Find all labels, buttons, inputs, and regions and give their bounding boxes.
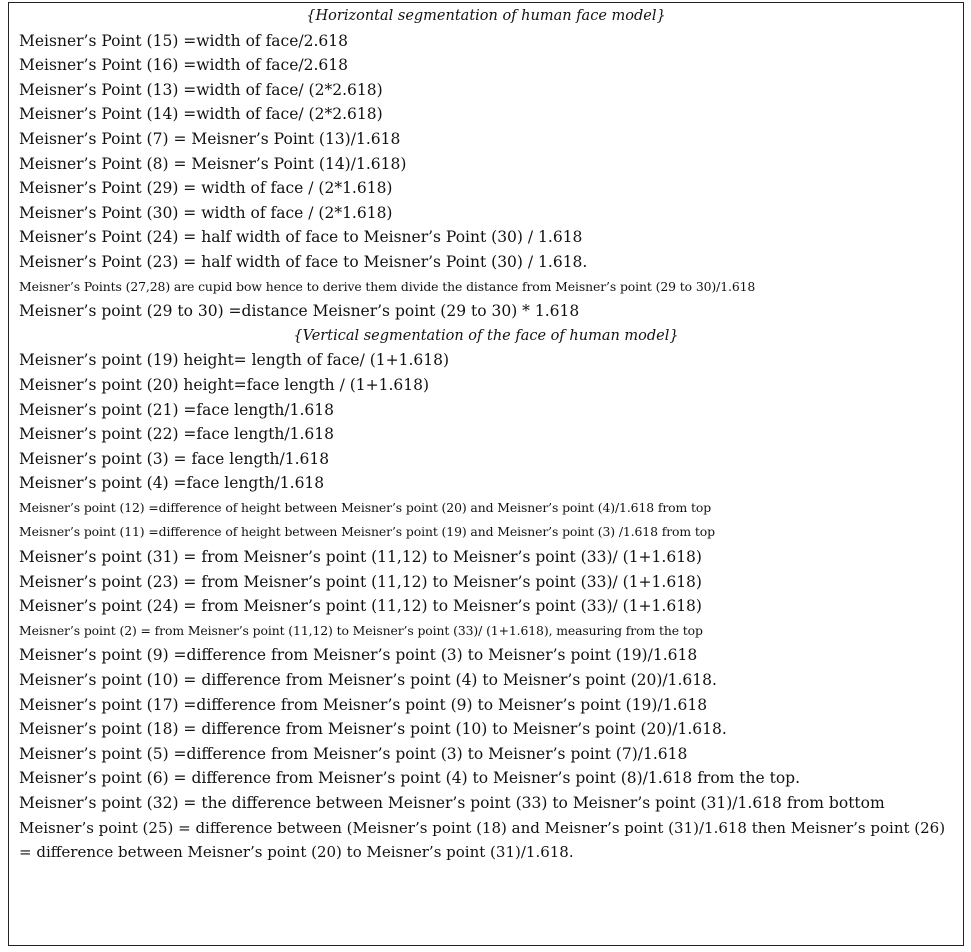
formula-line: Meisner’s point (12) =difference of heig…	[19, 499, 712, 515]
formula-table: {Horizontal segmentation of human face m…	[8, 2, 964, 946]
horizontal-formula-list: Meisner’s Point (15) =width of face/2.61…	[19, 29, 953, 324]
formula-line: Meisner’s point (31) = from Meisner’s po…	[19, 548, 702, 567]
formula-line: Meisner’s point (17) =difference from Me…	[19, 695, 708, 714]
formula-line: Meisner’s Point (14) =width of face/ (2*…	[19, 105, 383, 124]
formula-line: Meisner’s Point (30) = width of face / (…	[19, 203, 393, 222]
formula-line: Meisner’s Point (23) = half width of fac…	[19, 252, 588, 271]
formula-line: Meisner’s point (11) =difference of heig…	[19, 524, 715, 540]
formula-line: Meisner’s point (24) = from Meisner’s po…	[19, 597, 702, 616]
formula-line: Meisner’s Point (16) =width of face/2.61…	[19, 56, 348, 75]
vertical-segmentation-heading: {Vertical segmentation of the face of hu…	[293, 327, 679, 344]
formula-line: Meisner’s Point (29) = width of face / (…	[19, 179, 393, 198]
vertical-formula-list: Meisner’s point (19) height= length of f…	[19, 348, 953, 864]
formula-line: Meisner’s point (18) = difference from M…	[19, 720, 727, 739]
formula-line: Meisner’s point (6) = difference from Me…	[19, 769, 801, 788]
formula-line: Meisner’s Point (7) = Meisner’s Point (1…	[19, 129, 401, 148]
formula-line: Meisner’s point (25) = difference betwee…	[19, 818, 946, 862]
formula-line: Meisner’s point (9) =difference from Mei…	[19, 646, 698, 665]
formula-line: Meisner’s point (3) = face length/1.618	[19, 449, 330, 468]
formula-line: Meisner’s point (19) height= length of f…	[19, 351, 450, 370]
formula-line: Meisner’s point (22) =face length/1.618	[19, 425, 335, 444]
formula-line: Meisner’s Point (8) = Meisner’s Point (1…	[19, 154, 407, 173]
horizontal-segmentation-heading: {Horizontal segmentation of human face m…	[306, 8, 666, 24]
formula-line: Meisner’s Points (27,28) are cupid bow h…	[19, 278, 756, 294]
formula-line: Meisner’s point (32) = the difference be…	[19, 794, 885, 812]
formula-line: Meisner’s Point (15) =width of face/2.61…	[19, 31, 348, 50]
formula-line: Meisner’s point (21) =face length/1.618	[19, 400, 335, 419]
formula-line: Meisner’s point (2) = from Meisner’s poi…	[19, 622, 703, 638]
formula-line: Meisner’s point (29 to 30) =distance Mei…	[19, 302, 580, 321]
formula-line: Meisner’s Point (13) =width of face/ (2*…	[19, 80, 383, 99]
formula-line: Meisner’s point (5) =difference from Mei…	[19, 744, 688, 763]
formula-line: Meisner’s point (23) = from Meisner’s po…	[19, 572, 702, 591]
formula-line: Meisner’s point (4) =face length/1.618	[19, 474, 325, 493]
formula-line: Meisner’s point (20) height=face length …	[19, 375, 430, 394]
formula-line: Meisner’s point (10) = difference from M…	[19, 671, 717, 690]
formula-line: Meisner’s Point (24) = half width of fac…	[19, 228, 583, 247]
